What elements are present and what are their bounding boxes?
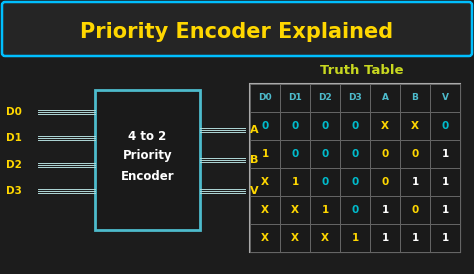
Bar (310, 112, 340, 140)
Bar (400, 112, 430, 140)
Bar (310, 168, 340, 196)
Bar (250, 140, 280, 168)
Text: 0: 0 (292, 121, 299, 131)
Text: 1: 1 (382, 205, 389, 215)
Bar (400, 168, 430, 196)
Bar (400, 84, 430, 112)
Text: 0: 0 (321, 121, 328, 131)
Text: 1: 1 (441, 233, 448, 243)
Text: B: B (411, 93, 419, 102)
Text: 4 to 2
Priority
Encoder: 4 to 2 Priority Encoder (121, 130, 174, 182)
Text: 0: 0 (351, 149, 359, 159)
Bar (280, 112, 310, 140)
Text: 1: 1 (441, 205, 448, 215)
Text: 1: 1 (411, 233, 419, 243)
Bar (340, 224, 370, 252)
Bar (310, 224, 340, 252)
Bar (370, 224, 400, 252)
Bar (95, 90, 200, 230)
Bar (370, 196, 400, 224)
Bar (280, 84, 310, 112)
Bar (430, 84, 460, 112)
Text: V: V (250, 186, 259, 196)
Bar (250, 168, 280, 196)
Text: 0: 0 (382, 177, 389, 187)
Text: D3: D3 (348, 93, 362, 102)
Bar (310, 140, 340, 168)
Text: X: X (261, 205, 269, 215)
Bar (340, 112, 370, 140)
Text: Truth Table: Truth Table (320, 64, 404, 76)
Text: X: X (261, 233, 269, 243)
Bar (340, 168, 370, 196)
Text: X: X (291, 205, 299, 215)
Text: 0: 0 (382, 149, 389, 159)
Text: 0: 0 (351, 205, 359, 215)
Bar (430, 224, 460, 252)
Bar (400, 224, 430, 252)
Text: D1: D1 (6, 133, 22, 143)
Text: 0: 0 (292, 149, 299, 159)
Bar (370, 140, 400, 168)
Text: 0: 0 (351, 177, 359, 187)
Text: X: X (291, 233, 299, 243)
Text: A: A (250, 125, 259, 135)
Bar (310, 84, 340, 112)
Bar (370, 84, 400, 112)
Text: 0: 0 (411, 205, 419, 215)
Bar (280, 196, 310, 224)
Bar (250, 224, 280, 252)
Text: 0: 0 (321, 149, 328, 159)
Text: D2: D2 (6, 160, 22, 170)
Bar (250, 112, 280, 140)
Text: D1: D1 (288, 93, 302, 102)
Text: X: X (381, 121, 389, 131)
Bar (280, 140, 310, 168)
Text: X: X (261, 177, 269, 187)
Text: 1: 1 (441, 149, 448, 159)
Text: 0: 0 (411, 149, 419, 159)
Text: 0: 0 (261, 121, 269, 131)
Bar (400, 196, 430, 224)
Text: 0: 0 (321, 177, 328, 187)
Bar (310, 196, 340, 224)
Text: 1: 1 (441, 177, 448, 187)
Bar (400, 140, 430, 168)
Bar (250, 84, 460, 252)
Text: D3: D3 (6, 186, 22, 196)
Bar (370, 112, 400, 140)
Text: D2: D2 (318, 93, 332, 102)
Text: X: X (411, 121, 419, 131)
Bar (340, 140, 370, 168)
Text: B: B (250, 155, 258, 165)
Text: X: X (321, 233, 329, 243)
Text: A: A (382, 93, 389, 102)
Text: 1: 1 (382, 233, 389, 243)
Bar (280, 168, 310, 196)
Text: V: V (441, 93, 448, 102)
Bar (430, 140, 460, 168)
Text: 1: 1 (411, 177, 419, 187)
Bar (430, 196, 460, 224)
Text: 1: 1 (261, 149, 269, 159)
Bar (430, 168, 460, 196)
Text: Priority Encoder Explained: Priority Encoder Explained (81, 22, 393, 42)
Text: D0: D0 (258, 93, 272, 102)
FancyBboxPatch shape (2, 2, 472, 56)
Text: 1: 1 (351, 233, 359, 243)
Text: D0: D0 (6, 107, 22, 117)
Bar (280, 224, 310, 252)
Text: 1: 1 (321, 205, 328, 215)
Bar (250, 84, 280, 112)
Bar (340, 84, 370, 112)
Bar (340, 196, 370, 224)
Bar (370, 168, 400, 196)
Text: 0: 0 (441, 121, 448, 131)
Text: 0: 0 (351, 121, 359, 131)
Bar (430, 112, 460, 140)
Text: 1: 1 (292, 177, 299, 187)
Bar (250, 196, 280, 224)
